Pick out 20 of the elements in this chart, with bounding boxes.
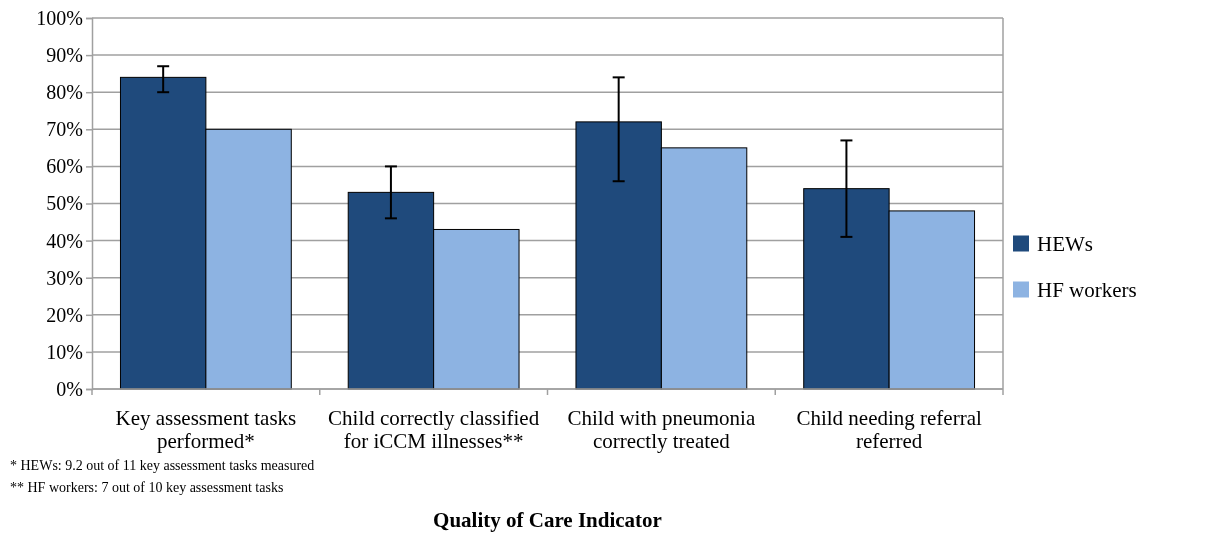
y-tick-label: 10% (46, 340, 83, 363)
y-tick-label: 20% (46, 303, 83, 326)
y-tick-label: 40% (46, 229, 83, 252)
x-tick-label: Key assessment tasks performed* (115, 406, 297, 453)
text: ** HF workers: 7 out of 10 key assessment tasks (10, 480, 284, 495)
y-tick-label: 90% (46, 44, 83, 66)
y-tick-label: 100% (36, 6, 83, 29)
x-axis-title: Quality of Care Indicator (433, 508, 662, 532)
y-tick-label: 80% (46, 81, 83, 104)
y-tick-label: 60% (46, 155, 83, 178)
y-tick-label: 30% (46, 266, 83, 289)
legend-label: HF workers (1037, 277, 1137, 302)
y-tick-label: 70% (46, 118, 83, 141)
y-tick-label: 0% (56, 377, 83, 400)
x-tick-label: Child with pneumonia correctly treated (567, 406, 756, 453)
x-tick-label: Child needing referral referred (796, 406, 982, 453)
legend-label: HEWs (1037, 231, 1093, 256)
text: * HEWs: 9.2 out of 11 key assessment tasks measured (10, 458, 315, 473)
y-tick-label: 50% (46, 192, 83, 215)
x-tick-label: Child correctly classified for iCCM illnesses** (328, 406, 540, 453)
